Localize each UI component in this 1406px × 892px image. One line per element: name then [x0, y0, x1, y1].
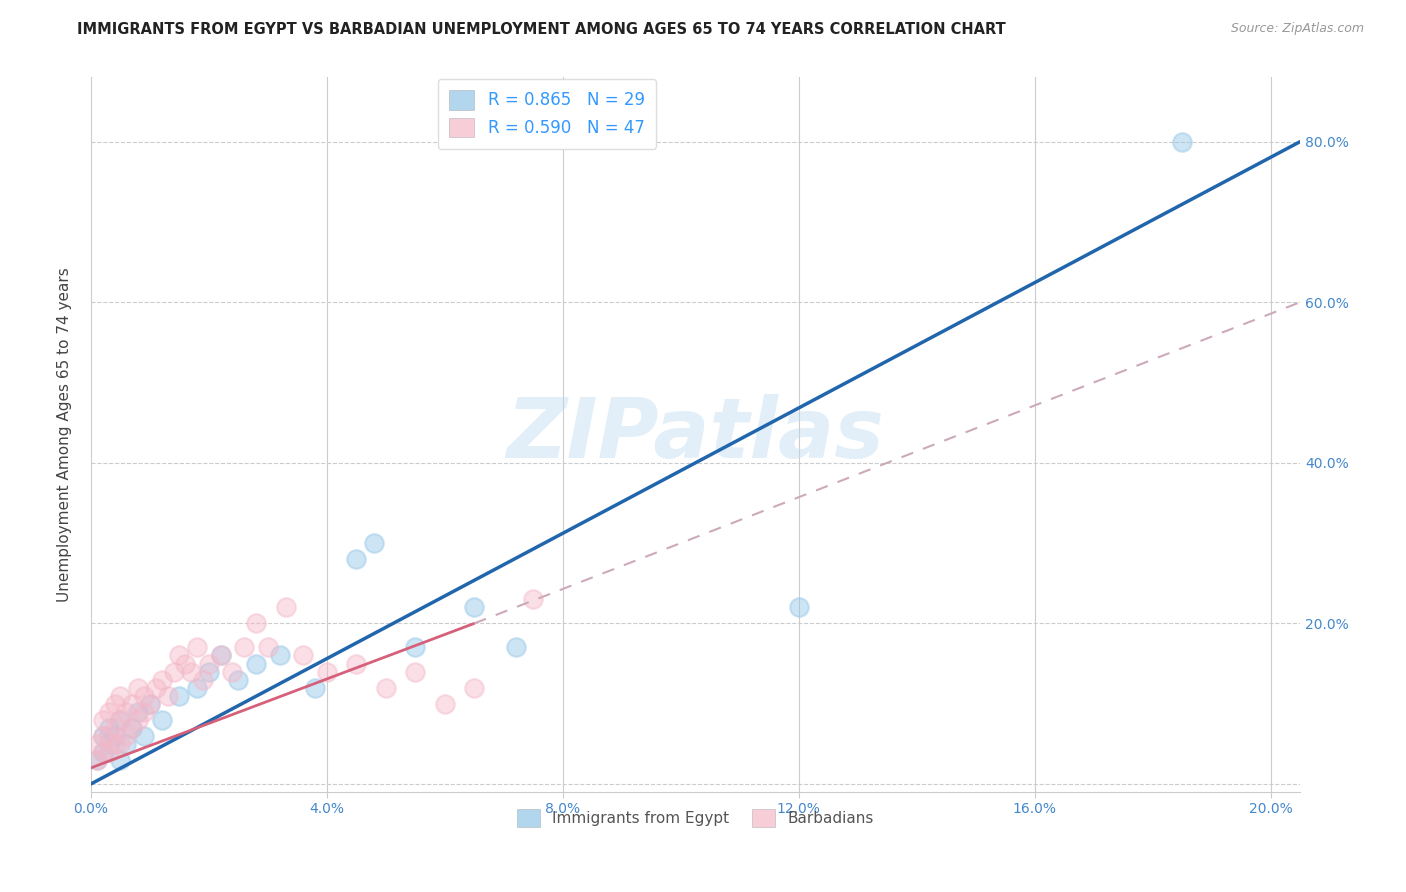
Legend: Immigrants from Egypt, Barbadians: Immigrants from Egypt, Barbadians: [509, 801, 882, 834]
Point: [115, 737, 138, 751]
Point: [97, 737, 120, 751]
Point: [174, 657, 197, 671]
Point: [344, 552, 367, 566]
Point: [97, 705, 120, 719]
Point: [221, 665, 243, 679]
Point: [121, 721, 143, 735]
Point: [433, 697, 456, 711]
Point: [1171, 135, 1194, 149]
Point: [162, 665, 184, 679]
Text: Source: ZipAtlas.com: Source: ZipAtlas.com: [1230, 22, 1364, 36]
Point: [292, 648, 315, 663]
Point: [127, 681, 149, 695]
Point: [233, 640, 256, 655]
Point: [404, 665, 426, 679]
Point: [121, 721, 143, 735]
Point: [304, 681, 326, 695]
Point: [186, 640, 208, 655]
Point: [132, 729, 155, 743]
Point: [103, 697, 125, 711]
Point: [209, 648, 232, 663]
Point: [91, 729, 114, 743]
Point: [186, 681, 208, 695]
Point: [228, 673, 250, 687]
Point: [110, 753, 132, 767]
Point: [139, 697, 162, 711]
Point: [150, 713, 173, 727]
Point: [97, 721, 120, 735]
Point: [505, 640, 527, 655]
Point: [269, 648, 291, 663]
Point: [463, 600, 485, 615]
Text: ZIPatlas: ZIPatlas: [506, 394, 884, 475]
Point: [522, 592, 544, 607]
Point: [86, 753, 108, 767]
Y-axis label: Unemployment Among Ages 65 to 74 years: Unemployment Among Ages 65 to 74 years: [58, 268, 72, 602]
Point: [344, 657, 367, 671]
Point: [91, 729, 114, 743]
Point: [156, 689, 179, 703]
Point: [97, 729, 120, 743]
Point: [110, 713, 132, 727]
Point: [103, 721, 125, 735]
Point: [169, 648, 191, 663]
Point: [115, 705, 138, 719]
Point: [463, 681, 485, 695]
Point: [121, 697, 143, 711]
Point: [374, 681, 396, 695]
Point: [180, 665, 202, 679]
Point: [245, 657, 267, 671]
Point: [86, 753, 108, 767]
Point: [245, 616, 267, 631]
Point: [198, 665, 221, 679]
Point: [115, 729, 138, 743]
Point: [86, 737, 108, 751]
Point: [127, 705, 149, 719]
Point: [787, 600, 810, 615]
Point: [315, 665, 337, 679]
Text: IMMIGRANTS FROM EGYPT VS BARBADIAN UNEMPLOYMENT AMONG AGES 65 TO 74 YEARS CORREL: IMMIGRANTS FROM EGYPT VS BARBADIAN UNEMP…: [77, 22, 1007, 37]
Point: [363, 536, 385, 550]
Point: [274, 600, 297, 615]
Point: [103, 737, 125, 751]
Point: [169, 689, 191, 703]
Point: [404, 640, 426, 655]
Point: [91, 713, 114, 727]
Point: [257, 640, 280, 655]
Point: [191, 673, 214, 687]
Point: [209, 648, 232, 663]
Point: [110, 737, 132, 751]
Point: [139, 697, 162, 711]
Point: [198, 657, 221, 671]
Point: [145, 681, 167, 695]
Point: [110, 689, 132, 703]
Point: [132, 705, 155, 719]
Point: [127, 713, 149, 727]
Point: [91, 745, 114, 759]
Point: [132, 689, 155, 703]
Point: [97, 745, 120, 759]
Point: [110, 713, 132, 727]
Point: [103, 729, 125, 743]
Point: [150, 673, 173, 687]
Point: [91, 745, 114, 759]
